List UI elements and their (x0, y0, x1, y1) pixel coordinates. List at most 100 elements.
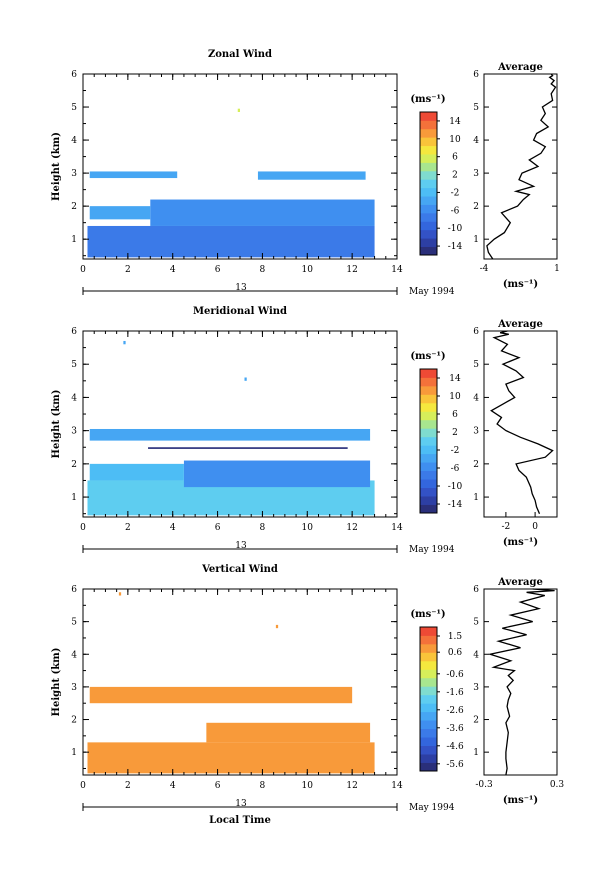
colorbar-swatch (420, 137, 437, 147)
panel-title: Zonal Wind (208, 49, 272, 60)
x-tick-label: 10 (302, 265, 314, 275)
colorbar-tick-label: 2 (452, 428, 458, 438)
colorbar-swatch (420, 720, 437, 730)
profile-y-tick-label: 4 (473, 136, 479, 146)
colorbar-tick-label: 0.6 (448, 648, 463, 658)
colorbar-swatch (420, 686, 437, 696)
y-tick-label: 6 (71, 585, 77, 595)
profile-y-tick-label: 4 (473, 393, 479, 403)
colorbar-unit: (ms⁻¹) (410, 94, 445, 105)
y-tick-label: 1 (71, 235, 77, 245)
y-tick-label: 4 (71, 136, 77, 146)
profile-x-label: (ms⁻¹) (503, 537, 538, 548)
colorbar-swatch (420, 487, 437, 497)
date-suffix: May 1994 (409, 287, 455, 297)
colorbar-swatch (420, 479, 437, 488)
data-region (118, 592, 122, 596)
colorbar-swatch (420, 453, 437, 463)
profile-line (486, 73, 557, 260)
colorbar-swatch (420, 394, 437, 404)
colorbar-tick-label: -2 (451, 188, 460, 198)
profile-y-tick-label: 5 (473, 618, 479, 628)
colorbar-swatch (420, 694, 437, 704)
data-region (244, 377, 247, 381)
colorbar-swatch (420, 411, 437, 421)
data-region (206, 722, 371, 743)
profile-line (490, 330, 554, 514)
x-tick-label: 2 (125, 523, 131, 533)
data-region (123, 340, 126, 345)
colorbar-swatch (420, 179, 437, 189)
colorbar-tick-label: 1.5 (448, 632, 463, 642)
profile-y-tick-label: 1 (473, 493, 479, 503)
data-region (257, 171, 366, 180)
colorbar-tick-label: 10 (449, 392, 461, 402)
date-label: 13 (235, 541, 247, 551)
profile-y-tick-label: 3 (473, 683, 479, 693)
profile-x-tick-label: 1 (554, 264, 560, 274)
colorbar-swatch (420, 745, 437, 755)
data-region (183, 460, 371, 488)
colorbar-swatch (420, 154, 437, 163)
profile-frame (483, 73, 558, 260)
profile-y-tick-label: 3 (473, 169, 479, 179)
y-tick-label: 5 (71, 360, 77, 370)
colorbar-swatch (420, 627, 437, 636)
colorbar-swatch (420, 170, 437, 180)
colorbar-swatch (420, 120, 437, 130)
colorbar-unit: (ms⁻¹) (410, 351, 445, 362)
profile-y-tick-label: 2 (473, 716, 479, 726)
data-region (87, 225, 375, 258)
y-tick-label: 2 (71, 716, 77, 726)
profile-y-tick-label: 6 (473, 327, 479, 337)
profile-x-tick-label: -0.3 (475, 780, 493, 790)
profile-frame (483, 330, 558, 518)
y-tick-label: 2 (71, 202, 77, 212)
profile-title: Average (497, 577, 543, 588)
colorbar-tick-label: -2.6 (446, 706, 464, 716)
y-tick-label: 1 (71, 748, 77, 758)
profile-x-tick-label: -2 (502, 522, 511, 532)
y-tick-label: 4 (71, 650, 77, 660)
profile-y-tick-label: 2 (473, 202, 479, 212)
data-region (150, 199, 375, 226)
data-region (89, 428, 371, 441)
data-region (89, 686, 353, 704)
colorbar-swatch (420, 703, 437, 713)
data-region (237, 108, 240, 112)
colorbar-swatch (420, 377, 437, 387)
x-tick-label: 0 (80, 265, 86, 275)
data-region (89, 463, 184, 481)
y-tick-label: 6 (71, 327, 77, 337)
colorbar-swatch (420, 652, 437, 662)
y-tick-label: 2 (71, 460, 77, 470)
colorbar-tick-label: -10 (448, 224, 463, 234)
colorbar-tick-label: -6 (451, 206, 460, 216)
profile-y-tick-label: 5 (473, 360, 479, 370)
y-axis-label: Height (km) (51, 390, 62, 459)
colorbar-unit: (ms⁻¹) (410, 609, 445, 620)
colorbar-swatch (420, 462, 437, 472)
profile-title: Average (497, 62, 543, 73)
colorbar-tick-label: 14 (449, 374, 461, 384)
x-tick-label: 14 (391, 265, 403, 275)
profile-x-tick-label: -4 (480, 264, 489, 274)
colorbar-swatch (420, 669, 437, 679)
colorbar-tick-label: -14 (448, 500, 463, 510)
profile-line (487, 588, 555, 776)
x-tick-label: 2 (125, 781, 131, 791)
colorbar-frame (419, 626, 438, 772)
colorbar-tick-label: 14 (449, 117, 461, 127)
x-tick-label: 6 (215, 523, 221, 533)
x-tick-label: 12 (346, 523, 357, 533)
y-tick-label: 5 (71, 618, 77, 628)
colorbar-tick-label: 6 (452, 153, 458, 163)
y-tick-label: 5 (71, 103, 77, 113)
profile-x-tick-label: 0 (532, 522, 538, 532)
data-region (275, 624, 279, 629)
colorbar-tick-label: -0.6 (446, 670, 464, 680)
colorbar-swatch (420, 711, 437, 721)
colorbar-swatch (420, 643, 437, 653)
date-suffix: May 1994 (409, 545, 455, 555)
